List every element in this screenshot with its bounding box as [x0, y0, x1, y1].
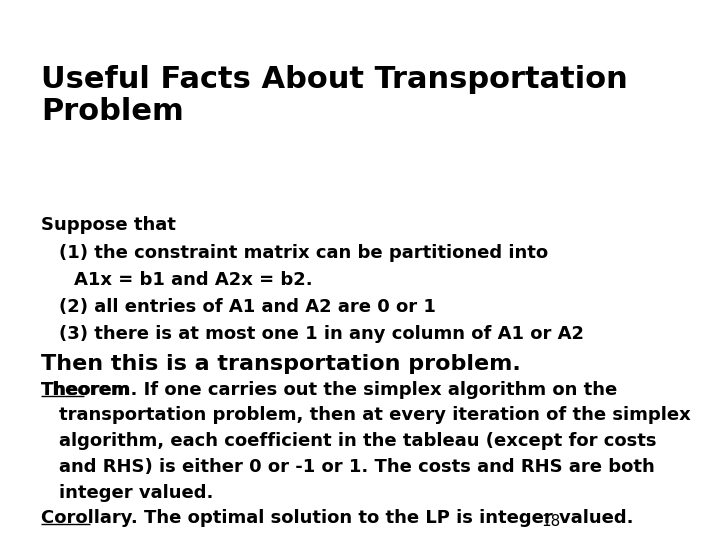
Text: Theorem. If one carries out the simplex algorithm on the: Theorem. If one carries out the simplex …	[41, 381, 618, 399]
Text: (3) there is at most one 1 in any column of A1 or A2: (3) there is at most one 1 in any column…	[59, 325, 584, 343]
Text: Problem: Problem	[41, 97, 184, 126]
Text: and RHS) is either 0 or -1 or 1. The costs and RHS are both: and RHS) is either 0 or -1 or 1. The cos…	[59, 458, 654, 476]
Text: 18: 18	[541, 514, 561, 529]
Text: Corollary. The optimal solution to the LP is integer valued.: Corollary. The optimal solution to the L…	[41, 509, 634, 527]
Text: A1x = b1 and A2x = b2.: A1x = b1 and A2x = b2.	[74, 271, 312, 289]
Text: (2) all entries of A1 and A2 are 0 or 1: (2) all entries of A1 and A2 are 0 or 1	[59, 298, 436, 316]
Text: algorithm, each coefficient in the tableau (except for costs: algorithm, each coefficient in the table…	[59, 432, 657, 450]
Text: Theorem: Theorem	[41, 381, 131, 399]
Text: transportation problem, then at every iteration of the simplex: transportation problem, then at every it…	[59, 406, 690, 424]
Text: Then this is a transportation problem.: Then this is a transportation problem.	[41, 354, 521, 374]
Text: (1) the constraint matrix can be partitioned into: (1) the constraint matrix can be partiti…	[59, 244, 548, 262]
Text: Suppose that: Suppose that	[41, 216, 176, 234]
Text: integer valued.: integer valued.	[59, 484, 213, 502]
Text: Useful Facts About Transportation: Useful Facts About Transportation	[41, 65, 628, 94]
